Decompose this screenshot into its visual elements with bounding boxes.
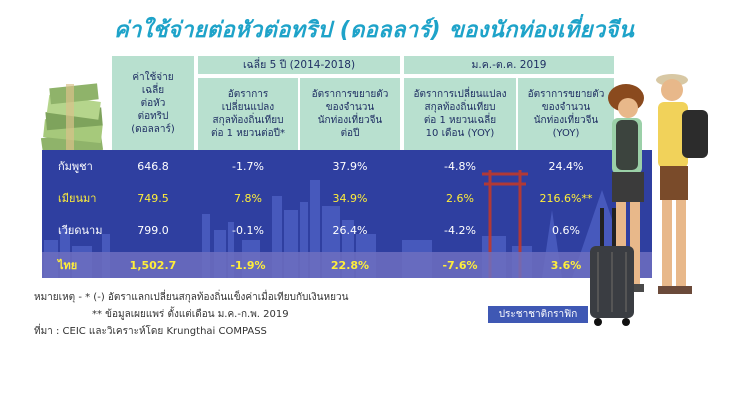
country-label: ไทย	[58, 259, 78, 272]
header-growth-avg: อัตราการขยายตัว ของจำนวน นักท่องเที่ยวจี…	[300, 78, 400, 150]
fx-ytd-value: -4.8%	[444, 160, 476, 173]
growth-avg-value: 37.9%	[332, 160, 368, 173]
growth-avg-value: 26.4%	[332, 224, 368, 237]
fx-avg-value: -1.7%	[232, 160, 264, 173]
spend-value: 749.5	[137, 192, 169, 205]
country-label: เวียดนาม	[58, 224, 103, 237]
table-row: ไทย 1,502.7 -1.9% 22.8% -7.6% 3.6%	[56, 253, 648, 278]
spend-value: 799.0	[137, 224, 169, 237]
fx-ytd-value: -4.2%	[444, 224, 476, 237]
table-row: กัมพูชา 646.8 -1.7% 37.9% -4.8% 24.4%	[56, 154, 648, 179]
header-fx-ytd: อัตราการเปลี่ยนแปลง สกุลท้องถิ่นเทียบ ต่…	[404, 78, 516, 150]
table-row: เวียดนาม 799.0 -0.1% 26.4% -4.2% 0.6%	[56, 218, 648, 243]
growth-ytd-value: 24.4%	[548, 160, 584, 173]
growth-ytd-value: 3.6%	[550, 259, 582, 272]
fx-avg-value: -0.1%	[232, 224, 264, 237]
header-spend: ค่าใช้จ่าย เฉลี่ย ต่อหัว ต่อทริป (ดอลลาร…	[112, 56, 194, 150]
spend-value: 646.8	[137, 160, 169, 173]
country-label: เมียนมา	[58, 192, 97, 205]
publisher-logo: ประชาชาติกราฟิก	[488, 306, 588, 323]
travelers-illustration-icon	[590, 74, 708, 326]
growth-avg-value: 22.8%	[330, 259, 370, 272]
table-row: เมียนมา 749.5 7.8% 34.9% 2.6% 216.6%**	[56, 186, 648, 211]
footnotes: หมายเหตุ - * (-) อัตราแลกเปลี่ยนสกุลท้อง…	[34, 289, 348, 340]
fx-ytd-value: -7.6%	[442, 259, 478, 272]
country-label: กัมพูชา	[58, 160, 93, 173]
fx-avg-value: 7.8%	[234, 192, 262, 205]
growth-ytd-value: 0.6%	[552, 224, 580, 237]
note-double-asterisk: ** ข้อมูลเผยแพร่ ตั้งแต่เดือน ม.ค.-ก.พ. …	[92, 309, 289, 320]
growth-ytd-value: 216.6%**	[539, 192, 593, 205]
fx-avg-value: -1.9%	[230, 259, 266, 272]
header-group-ytd: ม.ค.-ต.ค. 2019	[404, 56, 614, 74]
growth-avg-value: 34.9%	[332, 192, 368, 205]
note-asterisk: หมายเหตุ - * (-) อัตราแลกเปลี่ยนสกุลท้อง…	[34, 292, 349, 303]
header-group-avg: เฉลี่ย 5 ปี (2014-2018)	[198, 56, 400, 74]
fx-ytd-value: 2.6%	[446, 192, 474, 205]
thai-row-band	[42, 252, 652, 278]
header-fx-avg: อัตราการ เปลี่ยนแปลง สกุลท้องถิ่นเทียบ ต…	[198, 78, 298, 150]
spend-value: 1,502.7	[129, 259, 177, 272]
note-source: ที่มา : CEIC และวิเคราะห์โดย Krungthai C…	[34, 326, 267, 337]
page-title: ค่าใช้จ่ายต่อหัวต่อทริป (ดอลลาร์) ของนัก…	[113, 18, 635, 43]
header-growth-ytd: อัตราการขยายตัว ของจำนวน นักท่องเที่ยวจี…	[518, 78, 614, 150]
